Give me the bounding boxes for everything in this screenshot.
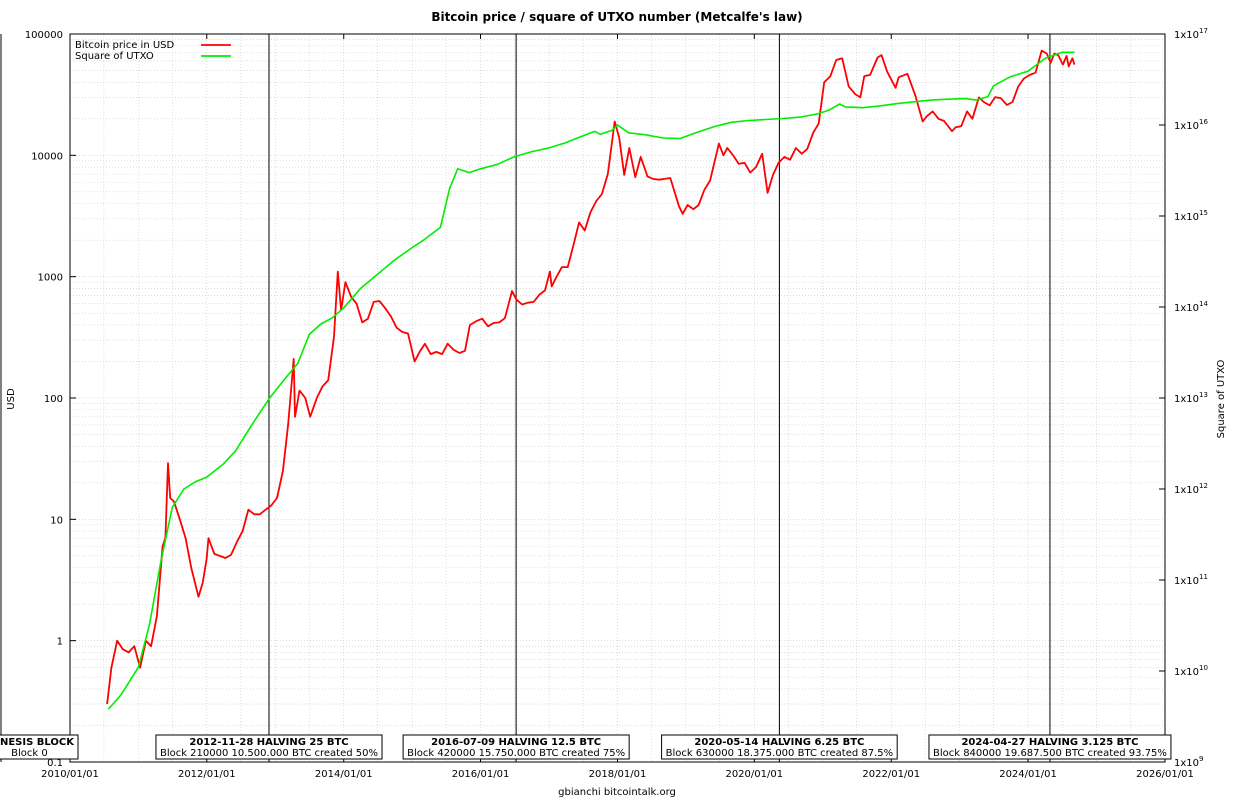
y-tick-label: 10 xyxy=(50,515,63,526)
annotation-detail: Block 420000 15.750.000 BTC created 75% xyxy=(407,748,625,759)
y2-tick-exp: 14 xyxy=(1199,300,1208,308)
y-tick-label: 10000 xyxy=(31,151,63,162)
y2-tick-label: 1x1012 xyxy=(1174,482,1208,496)
y2-tick-label: 1x1010 xyxy=(1174,664,1208,678)
y-tick-label: 0.1 xyxy=(47,758,63,769)
series-line-price xyxy=(106,49,1076,705)
y2-tick-exp: 13 xyxy=(1199,391,1208,399)
annotation-detail: Block 840000 19.687.500 BTC created 93.7… xyxy=(933,748,1167,759)
x-tick-label: 2010/01/01 xyxy=(41,769,99,780)
y-tick-label: 100000 xyxy=(25,30,63,41)
x-tick-label: 2022/01/01 xyxy=(862,769,920,780)
y2-tick-base: 1x10 xyxy=(1174,121,1199,132)
y-tick-label: 1000 xyxy=(38,273,63,284)
y2-tick-base: 1x10 xyxy=(1174,758,1199,769)
annotation-title: GENESIS BLOCK xyxy=(0,737,75,748)
y2-tick-label: 1x109 xyxy=(1174,755,1203,769)
y2-tick-base: 1x10 xyxy=(1174,576,1199,587)
y2-tick-base: 1x10 xyxy=(1174,394,1199,405)
x-tick-label: 2020/01/01 xyxy=(725,769,783,780)
y2-axis-label: Square of UTXO xyxy=(1216,360,1227,439)
y2-tick-exp: 9 xyxy=(1199,755,1203,763)
annotation-box xyxy=(0,734,79,760)
y2-tick-base: 1x10 xyxy=(1174,303,1199,314)
legend-label: Bitcoin price in USD xyxy=(75,40,174,51)
footer-credit: gbianchi bitcointalk.org xyxy=(558,787,676,798)
x-tick-label: 2014/01/01 xyxy=(315,769,373,780)
annotation-box xyxy=(661,734,898,760)
y-tick-label: 1 xyxy=(57,637,63,648)
annotation-title: 2020-05-14 HALVING 6.25 BTC xyxy=(694,737,864,748)
y-tick-label: 100 xyxy=(44,394,63,405)
y-axis-right: 1x1091x10101x10111x10121x10131x10141x101… xyxy=(1159,27,1208,769)
y2-tick-exp: 16 xyxy=(1199,118,1208,126)
annotation-box xyxy=(155,734,383,760)
y2-tick-label: 1x1014 xyxy=(1174,300,1208,314)
y2-tick-exp: 15 xyxy=(1199,209,1208,217)
x-tick-label: 2026/01/01 xyxy=(1136,769,1194,780)
y2-tick-exp: 11 xyxy=(1199,573,1208,581)
series xyxy=(106,49,1076,710)
x-tick-label: 2024/01/01 xyxy=(999,769,1057,780)
x-tick-label: 2016/01/01 xyxy=(452,769,510,780)
y2-tick-label: 1x1011 xyxy=(1174,573,1208,587)
y2-tick-label: 1x1015 xyxy=(1174,209,1208,223)
y2-tick-label: 1x1013 xyxy=(1174,391,1208,405)
y2-tick-exp: 17 xyxy=(1199,27,1208,35)
y2-tick-base: 1x10 xyxy=(1174,212,1199,223)
x-axis: 2010/01/01 2012/01/01 2014/01/01 2016/01/01… xyxy=(41,34,1194,780)
grid xyxy=(70,34,1165,763)
annotation-title: 2016-07-09 HALVING 12.5 BTC xyxy=(431,737,601,748)
y2-tick-base: 1x10 xyxy=(1174,485,1199,496)
annotation-detail: Block 210000 10.500.000 BTC created 50% xyxy=(160,748,378,759)
annotation-box xyxy=(928,734,1172,760)
chart-title: Bitcoin price / square of UTXO number (M… xyxy=(431,10,802,24)
legend-label: Square of UTXO xyxy=(75,51,154,62)
annotation-detail: Block 0 xyxy=(11,748,48,759)
series-line-utxo xyxy=(107,51,1075,710)
annotation-title: 2024-04-27 HALVING 3.125 BTC xyxy=(961,737,1138,748)
annotation-title: 2012-11-28 HALVING 25 BTC xyxy=(189,737,348,748)
y2-tick-label: 1x1016 xyxy=(1174,118,1208,132)
y2-tick-base: 1x10 xyxy=(1174,30,1199,41)
x-tick-label: 2018/01/01 xyxy=(589,769,647,780)
y-axis-label: USD xyxy=(6,388,17,410)
y-axis-left: 0.1 1 10 100 1000 10000 100000 xyxy=(25,30,76,769)
annotation-box xyxy=(402,734,630,760)
y2-tick-label: 1x1017 xyxy=(1174,27,1208,41)
y2-tick-exp: 12 xyxy=(1199,482,1208,490)
x-tick-label: 2012/01/01 xyxy=(178,769,236,780)
y2-tick-exp: 10 xyxy=(1199,664,1208,672)
y2-tick-base: 1x10 xyxy=(1174,667,1199,678)
annotation-detail: Block 630000 18.375.000 BTC created 87.5… xyxy=(666,748,894,759)
